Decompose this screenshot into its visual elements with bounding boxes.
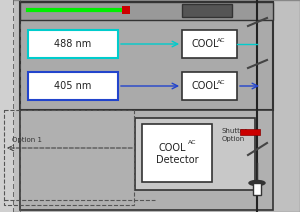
- Text: AC: AC: [217, 39, 226, 43]
- Text: 488 nm: 488 nm: [54, 39, 92, 49]
- Text: COOL: COOL: [192, 39, 219, 49]
- Text: Option 1: Option 1: [12, 137, 42, 143]
- Bar: [20, 2, 273, 20]
- Bar: [122, 6, 130, 14]
- Text: AC: AC: [217, 81, 226, 85]
- Bar: [0, 0, 14, 212]
- Bar: [20, 2, 273, 110]
- Bar: [28, 30, 118, 58]
- Bar: [240, 129, 260, 135]
- Bar: [4, 110, 134, 205]
- Bar: [135, 118, 255, 190]
- Text: Detector: Detector: [156, 155, 198, 165]
- Text: COOL: COOL: [158, 143, 186, 153]
- Bar: [28, 72, 118, 100]
- Bar: [253, 183, 261, 195]
- Ellipse shape: [249, 180, 265, 186]
- Text: COOL: COOL: [192, 81, 219, 91]
- Bar: [20, 110, 273, 210]
- Bar: [182, 72, 237, 100]
- Text: Shutter: Shutter: [222, 128, 248, 134]
- Text: Option: Option: [222, 136, 245, 142]
- Bar: [182, 4, 232, 17]
- Text: AC: AC: [188, 139, 196, 145]
- Bar: [142, 124, 212, 182]
- Text: 405 nm: 405 nm: [54, 81, 92, 91]
- Bar: [182, 30, 237, 58]
